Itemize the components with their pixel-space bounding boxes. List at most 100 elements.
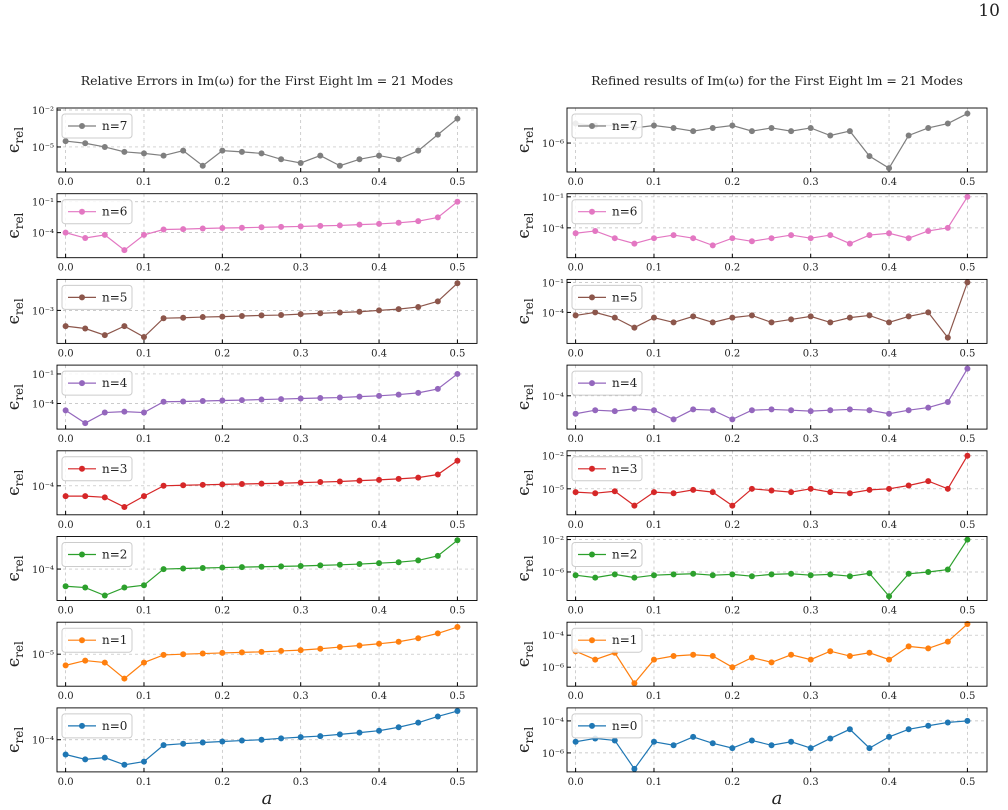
point	[121, 675, 128, 682]
x-tick-label: 0.2	[724, 348, 740, 359]
x-tick-label: 0.4	[371, 177, 387, 188]
x-tick-label: 0.4	[371, 691, 387, 702]
point	[395, 638, 402, 645]
point	[297, 647, 304, 654]
x-tick-label: 0.4	[881, 691, 897, 702]
point	[454, 457, 461, 464]
point	[807, 656, 814, 663]
x-tick-label: 0.1	[646, 606, 662, 617]
point	[925, 568, 932, 575]
point	[434, 131, 441, 138]
point	[297, 223, 304, 230]
point	[768, 406, 775, 413]
point	[768, 124, 775, 131]
point	[140, 231, 147, 238]
point	[709, 319, 716, 326]
point	[748, 485, 755, 492]
point	[317, 645, 324, 652]
point	[434, 713, 441, 720]
point	[846, 406, 853, 413]
x-tick-label: 0.5	[449, 520, 465, 531]
point	[709, 740, 716, 747]
y-axis-label: ϵrel	[4, 555, 26, 581]
x-tick-label: 0.0	[568, 177, 584, 188]
point	[180, 398, 187, 405]
x-tick-label: 0.3	[293, 520, 309, 531]
y-tick-label: 10⁻⁴	[32, 565, 54, 576]
point	[219, 225, 226, 232]
point	[611, 488, 618, 495]
point	[317, 152, 324, 159]
point	[768, 659, 775, 666]
point	[82, 756, 89, 763]
axes-frame	[56, 278, 478, 344]
y-label-subscript: rel	[522, 641, 536, 658]
point	[101, 494, 108, 501]
point	[160, 398, 167, 405]
point	[297, 734, 304, 741]
point	[454, 537, 461, 544]
point	[199, 314, 206, 321]
point	[140, 659, 147, 666]
x-tick-label: 0.4	[371, 606, 387, 617]
legend-label: n=7	[102, 119, 127, 133]
point	[376, 152, 383, 159]
point	[238, 148, 245, 155]
point	[238, 564, 245, 571]
y-label-subscript: rel	[522, 384, 536, 401]
x-tick-label: 0.3	[293, 177, 309, 188]
point	[592, 407, 599, 414]
point	[278, 156, 285, 163]
point	[690, 313, 697, 320]
axes-frame	[566, 621, 988, 687]
point	[631, 324, 638, 331]
point	[925, 227, 932, 234]
x-tick-label: 0.3	[803, 263, 819, 274]
point	[238, 224, 245, 231]
point	[729, 571, 736, 578]
x-tick-label: 0.5	[959, 263, 975, 274]
point	[82, 235, 89, 242]
x-tick-label: 0.2	[214, 691, 230, 702]
axes-frame	[56, 193, 478, 259]
point	[297, 479, 304, 486]
point	[238, 649, 245, 656]
point	[944, 566, 951, 573]
point	[944, 334, 951, 341]
x-tick-label: 0.0	[58, 520, 74, 531]
point	[827, 407, 834, 414]
x-axis-label: a	[772, 788, 783, 809]
point	[219, 313, 226, 320]
point	[631, 765, 638, 772]
point	[395, 475, 402, 482]
point	[336, 162, 343, 169]
y-axis-label: ϵrel	[514, 470, 536, 496]
point	[748, 407, 755, 414]
point	[434, 385, 441, 392]
x-tick-label: 0.2	[214, 434, 230, 445]
legend-label: n=3	[102, 462, 127, 476]
y-label-symbol: ϵ	[514, 743, 534, 753]
point	[807, 572, 814, 579]
point	[376, 307, 383, 314]
point	[866, 649, 873, 656]
point	[434, 552, 441, 559]
x-tick-label: 0.1	[646, 348, 662, 359]
point	[846, 314, 853, 321]
point	[866, 312, 873, 319]
y-tick-label: 10⁻⁶	[542, 749, 564, 760]
point	[807, 313, 814, 320]
point	[101, 409, 108, 416]
point	[258, 648, 265, 655]
point	[121, 504, 128, 511]
point	[199, 225, 206, 232]
legend-marker	[79, 551, 85, 558]
x-tick-label: 0.0	[58, 263, 74, 274]
x-tick-label: 0.0	[568, 606, 584, 617]
chart-title: Refined results of Im(ω) for the First E…	[591, 73, 963, 88]
legend-marker	[589, 123, 595, 129]
x-tick-label: 0.1	[136, 348, 152, 359]
legend-marker	[589, 380, 595, 387]
axes-frame	[566, 278, 988, 344]
point	[199, 162, 206, 169]
